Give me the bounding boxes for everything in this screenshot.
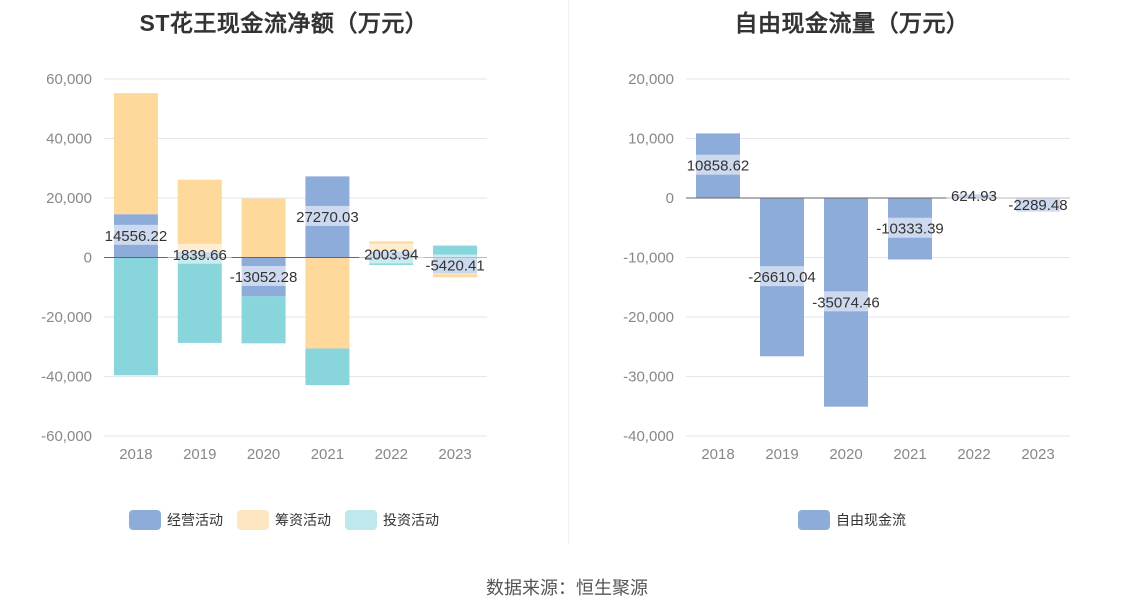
data-label-background: [99, 224, 173, 245]
y-tick-label: -10,000: [623, 250, 674, 267]
data-label: -5420.41: [425, 258, 484, 275]
data-label-background: [805, 291, 887, 312]
bar: [433, 245, 478, 258]
data-source-note: 数据来源：恒生聚源: [486, 578, 648, 598]
chart-title: 自由现金流量（万元）: [734, 10, 970, 36]
data-label: -35074.46: [812, 294, 880, 311]
bar: [433, 273, 478, 278]
legend-swatch-free-cash-flow: [798, 510, 830, 530]
x-tick-label: 2021: [311, 446, 344, 463]
y-tick-label: -40,000: [623, 428, 674, 445]
y-tick-label: -30,000: [623, 369, 674, 386]
data-label: 2003.94: [364, 247, 418, 264]
data-label-background: [167, 243, 232, 264]
bar: [177, 179, 222, 253]
data-label-background: [418, 254, 492, 275]
data-label-background: [222, 265, 305, 286]
bar: [305, 257, 350, 349]
bar: [113, 93, 158, 215]
panel-divider: [568, 0, 569, 545]
bar: [113, 257, 158, 376]
x-tick-label: 2022: [375, 446, 408, 463]
free-cash-flow-panel: 自由现金流量（万元） 20,000 10,000 0 -10,000 -20,000 -3…: [570, 0, 1134, 545]
x-tick-label: 2022: [957, 446, 990, 463]
legend-item-investing[interactable]: 投资活动: [345, 510, 439, 530]
data-label: -10333.39: [876, 221, 944, 238]
data-label-background: [869, 217, 951, 238]
data-label-background: [681, 154, 755, 175]
y-tick-label: 0: [84, 250, 92, 267]
cash-flow-net-chart: 60,000 40,000 20,000 0 -20,000 -40,000 -60,000…: [41, 71, 492, 463]
data-label-background: [741, 266, 823, 287]
data-label: 10858.62: [687, 158, 750, 175]
bar: [241, 198, 286, 258]
y-tick-label: -60,000: [41, 428, 92, 445]
x-tick-label: 2018: [119, 446, 152, 463]
data-label: 14556.22: [105, 228, 168, 245]
data-label: -13052.28: [230, 269, 298, 286]
x-tick-label: 2018: [701, 446, 734, 463]
y-tick-label: -40,000: [41, 369, 92, 386]
legend: 经营活动 筹资活动 投资活动: [0, 510, 568, 530]
x-tick-label: 2020: [829, 446, 862, 463]
data-label: 624.93: [951, 188, 997, 205]
legend-label: 自由现金流: [836, 512, 906, 528]
legend-label: 经营活动: [167, 512, 223, 528]
bar: [305, 348, 350, 386]
y-tick-label: 20,000: [46, 190, 92, 207]
x-tick-label: 2019: [183, 446, 216, 463]
data-label: 27270.03: [296, 209, 359, 226]
legend-label: 投资活动: [383, 512, 439, 528]
legend-item-operating[interactable]: 经营活动: [129, 510, 223, 530]
y-tick-label: 0: [666, 190, 674, 207]
legend-swatch-operating: [129, 510, 161, 530]
y-tick-label: -20,000: [623, 309, 674, 326]
data-label-background: [1001, 193, 1075, 214]
y-tick-label: 10,000: [628, 131, 674, 148]
x-tick-label: 2023: [438, 446, 471, 463]
data-label: 1839.66: [173, 247, 227, 264]
data-label-background: [946, 185, 1002, 206]
y-tick-label: 20,000: [628, 71, 674, 88]
legend-swatch-financing: [237, 510, 269, 530]
bar: [177, 257, 222, 343]
legend-label: 筹资活动: [275, 512, 331, 528]
legend-item-financing[interactable]: 筹资活动: [237, 510, 331, 530]
x-tick-label: 2020: [247, 446, 280, 463]
y-tick-label: 60,000: [46, 71, 92, 88]
x-tick-label: 2021: [893, 446, 926, 463]
x-tick-label: 2019: [765, 446, 798, 463]
y-tick-label: -20,000: [41, 309, 92, 326]
cash-flow-net-panel: ST花王现金流净额（万元） 60,000 40,000 20,000 0 -20,000…: [0, 0, 568, 545]
data-label: -2289.48: [1008, 197, 1067, 214]
bar: [241, 296, 286, 344]
data-label-background: [359, 243, 424, 264]
data-label: -26610.04: [748, 269, 816, 286]
y-tick-label: 40,000: [46, 131, 92, 148]
legend-swatch-investing: [345, 510, 377, 530]
data-label-background: [291, 205, 364, 226]
legend-item-free-cash-flow[interactable]: 自由现金流: [798, 510, 906, 530]
free-cash-flow-chart: 20,000 10,000 0 -10,000 -20,000 -30,000 -40,00…: [623, 71, 1075, 463]
legend: 自由现金流: [570, 510, 1134, 530]
x-tick-label: 2023: [1021, 446, 1054, 463]
chart-title: ST花王现金流净额（万元）: [139, 10, 429, 36]
